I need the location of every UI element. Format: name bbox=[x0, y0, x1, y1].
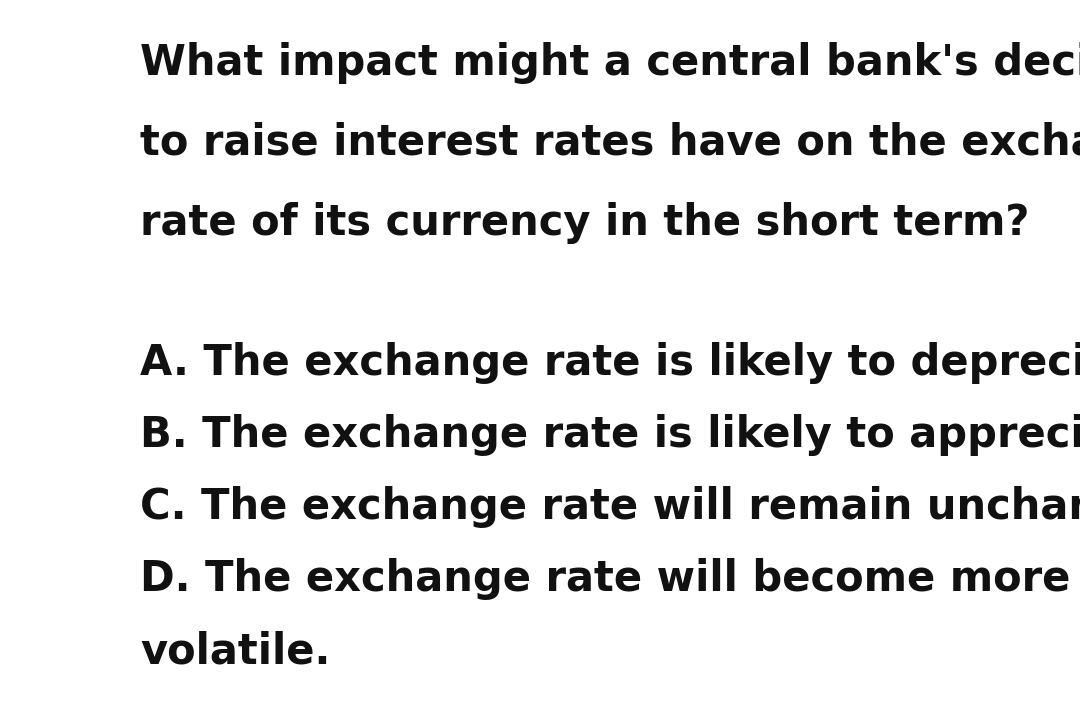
Text: volatile.: volatile. bbox=[140, 630, 330, 672]
Text: D. The exchange rate will become more: D. The exchange rate will become more bbox=[140, 558, 1070, 600]
Text: What impact might a central bank's decision: What impact might a central bank's decis… bbox=[140, 42, 1080, 84]
Text: A. The exchange rate is likely to depreciate.: A. The exchange rate is likely to deprec… bbox=[140, 342, 1080, 384]
Text: to raise interest rates have on the exchange: to raise interest rates have on the exch… bbox=[140, 122, 1080, 164]
Text: C. The exchange rate will remain unchanged.: C. The exchange rate will remain unchang… bbox=[140, 486, 1080, 528]
Text: B. The exchange rate is likely to appreciate.: B. The exchange rate is likely to apprec… bbox=[140, 414, 1080, 456]
Text: rate of its currency in the short term?: rate of its currency in the short term? bbox=[140, 202, 1029, 244]
